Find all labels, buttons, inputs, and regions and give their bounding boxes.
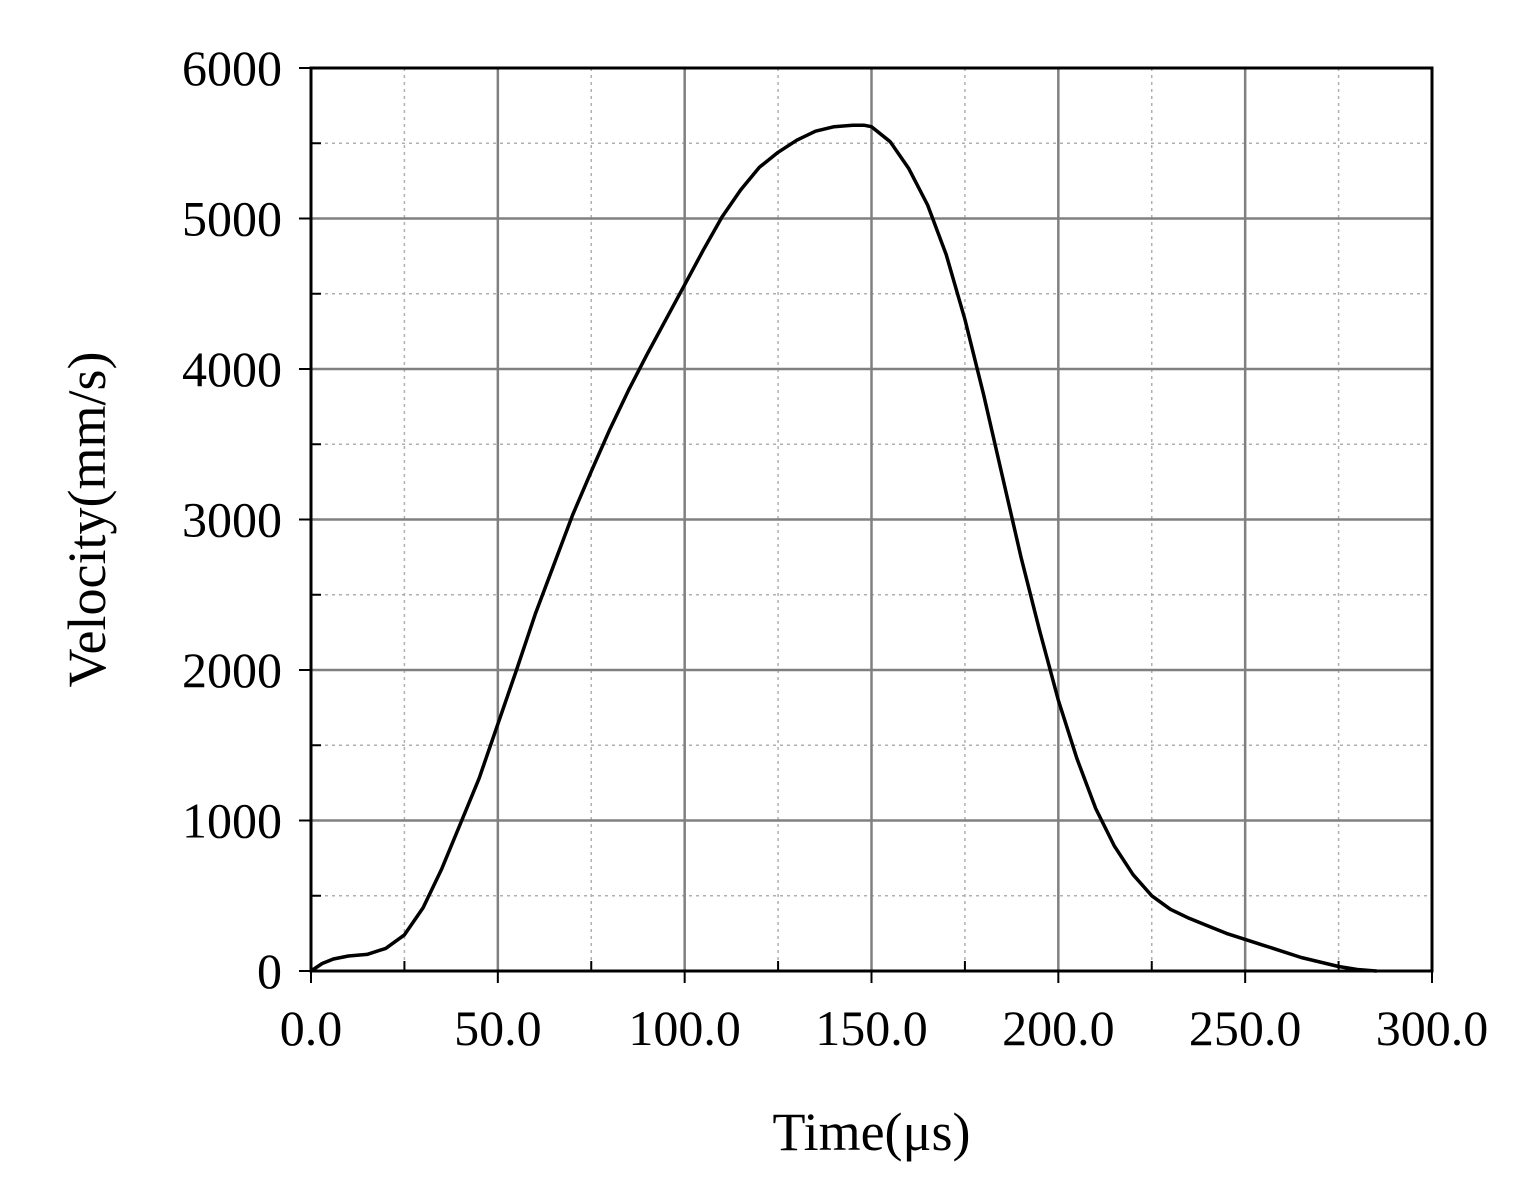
x-axis-label: Time(μs) <box>773 1102 971 1162</box>
x-tick-label: 200.0 <box>1002 1000 1115 1056</box>
x-tick-label: 150.0 <box>815 1000 928 1056</box>
y-axis-label: Velocity(mm/s) <box>57 352 117 688</box>
x-tick-label: 100.0 <box>628 1000 741 1056</box>
y-tick-label: 4000 <box>182 341 282 397</box>
y-tick-label: 5000 <box>182 191 282 247</box>
x-tick-label: 250.0 <box>1189 1000 1302 1056</box>
tick-marks <box>299 67 1433 983</box>
x-tick-label: 300.0 <box>1376 1000 1489 1056</box>
x-tick-labels: 0.0 50.0 100.0 150.0 200.0 250.0 300.0 <box>280 1000 1489 1056</box>
y-tick-labels: 0 1000 2000 3000 4000 5000 6000 <box>182 40 282 999</box>
y-tick-label: 0 <box>257 943 282 999</box>
y-tick-label: 6000 <box>182 40 282 96</box>
major-grid <box>311 68 1432 971</box>
series-layer <box>309 123 1378 973</box>
series-line-1 <box>309 123 1378 973</box>
y-tick-label: 1000 <box>182 793 282 849</box>
x-tick-label: 0.0 <box>280 1000 343 1056</box>
x-tick-label: 50.0 <box>454 1000 542 1056</box>
y-tick-label: 3000 <box>182 492 282 548</box>
y-tick-label: 2000 <box>182 642 282 698</box>
